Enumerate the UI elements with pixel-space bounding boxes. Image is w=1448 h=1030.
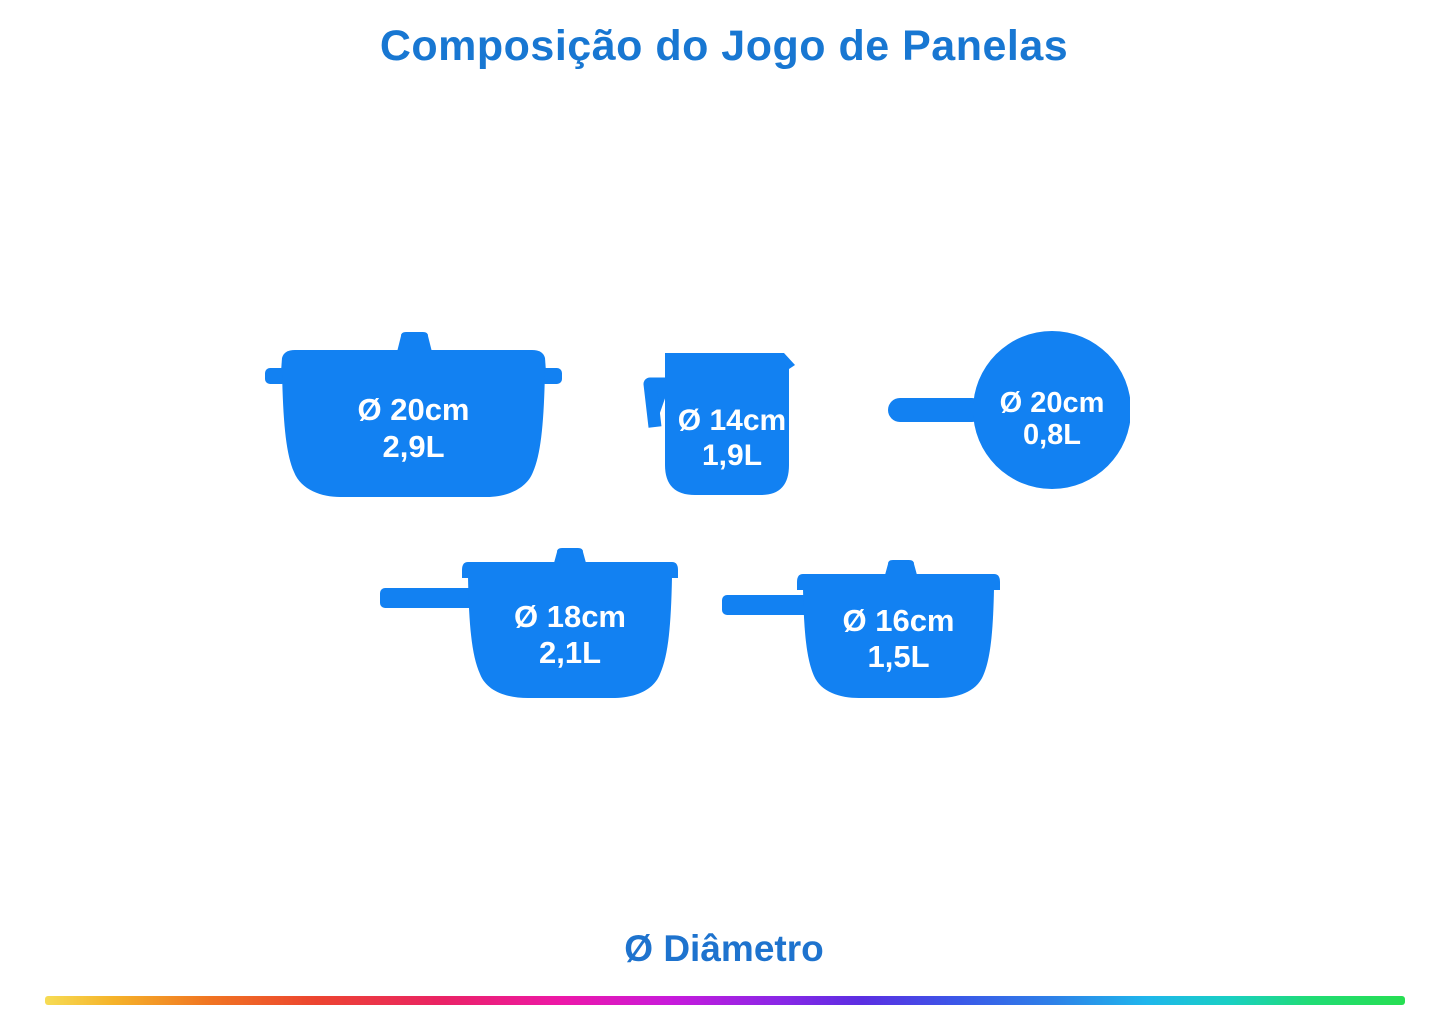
pot-volume: 0,8L [1022,419,1082,451]
lid [281,350,546,372]
pan-handle [888,398,984,422]
milk-pot-14cm: Ø 14cm 1,9L [638,353,797,497]
pot-diameter: Ø 20cm [357,392,470,427]
pot-volume: 1,9L [701,439,763,472]
saucepan-icon [722,560,1000,698]
pot-label: Ø 18cm 2,1L [468,599,672,671]
pot-diameter: Ø 14cm [677,404,787,437]
pot-label: Ø 20cm 0,8L [972,387,1132,451]
pot-volume: 1,5L [867,639,930,674]
saucepan-icon [380,548,678,698]
saucepan-18cm: Ø 18cm 2,1L [380,548,678,700]
pot-handle [380,588,474,608]
lid [462,562,678,578]
lid-knob [397,332,432,352]
pot-body [665,353,795,495]
saucepan-16cm: Ø 16cm 1,5L [722,548,1000,700]
lid [797,574,1000,590]
rainbow-bar [45,996,1405,1005]
stockpot-20cm: Ø 20cm 2,9L [265,332,562,502]
pan-body [973,331,1130,489]
pot-label: Ø 16cm 1,5L [797,603,1000,675]
right-handle [540,368,562,384]
left-handle [265,368,287,384]
frying-pan-20cm: Ø 20cm 0,8L [888,330,1130,490]
pot-body [803,589,994,698]
page-title: Composição do Jogo de Panelas [379,22,1069,70]
diameter-legend: Ø Diâmetro [624,928,824,969]
pot-body [282,370,545,497]
frying-pan-icon [888,331,1130,489]
pot-diameter: Ø 16cm [842,603,955,638]
stockpot-icon [265,332,562,497]
pot-label: Ø 14cm 1,9L [667,403,797,473]
rainbow-bar-fill [45,996,1405,1005]
pot-handle [722,595,809,615]
lid-knob [554,548,586,563]
pot-volume: 2,9L [382,429,445,464]
pot-diameter: Ø 18cm [513,599,626,634]
pot-label: Ø 20cm 2,9L [282,391,545,465]
pot-diameter: Ø 20cm [999,387,1105,419]
pot-volume: 2,1L [538,635,602,670]
pot-body [468,577,672,698]
milk-pot-icon [643,353,795,495]
lid-knob [885,560,917,575]
